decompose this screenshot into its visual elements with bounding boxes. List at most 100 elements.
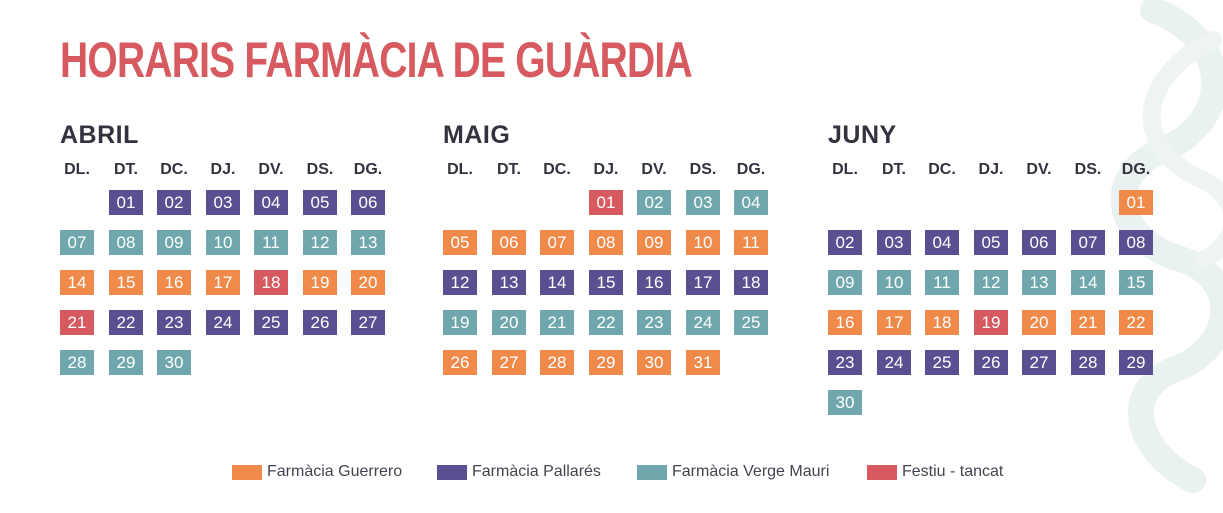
weekday-header: DS. xyxy=(1074,161,1102,178)
day-cell: 10 xyxy=(686,230,720,255)
weekday-header: DL. xyxy=(832,161,858,178)
day-cell: 05 xyxy=(443,230,477,255)
day-cell: 14 xyxy=(540,270,574,295)
day-cell: 22 xyxy=(589,310,623,335)
day-cell: 04 xyxy=(254,190,288,215)
day-cell: 28 xyxy=(60,350,94,375)
weekday-header: DL. xyxy=(64,161,90,178)
legend-swatch xyxy=(637,465,667,480)
day-cell: 13 xyxy=(492,270,526,295)
day-cell: 13 xyxy=(351,230,385,255)
day-cell: 12 xyxy=(303,230,337,255)
legend-swatch xyxy=(437,465,467,480)
weekday-header: DT. xyxy=(114,161,138,178)
day-cell: 30 xyxy=(157,350,191,375)
day-cell: 27 xyxy=(492,350,526,375)
day-cell: 23 xyxy=(157,310,191,335)
month-title: MAIG xyxy=(443,121,511,149)
day-cell: 26 xyxy=(443,350,477,375)
day-cell: 07 xyxy=(60,230,94,255)
day-cell: 24 xyxy=(686,310,720,335)
day-cell: 28 xyxy=(1071,350,1105,375)
day-cell: 23 xyxy=(828,350,862,375)
day-cell: 18 xyxy=(734,270,768,295)
day-cell: 19 xyxy=(303,270,337,295)
weekday-header: DV. xyxy=(641,161,667,178)
day-cell: 14 xyxy=(1071,270,1105,295)
day-cell: 29 xyxy=(1119,350,1153,375)
day-cell: 05 xyxy=(303,190,337,215)
day-cell: 21 xyxy=(1071,310,1105,335)
day-cell: 10 xyxy=(877,270,911,295)
day-cell: 27 xyxy=(351,310,385,335)
weekday-header: DJ. xyxy=(210,161,236,178)
weekday-header: DV. xyxy=(1026,161,1052,178)
day-cell: 07 xyxy=(540,230,574,255)
day-cell: 09 xyxy=(828,270,862,295)
day-cell: 03 xyxy=(877,230,911,255)
day-cell: 16 xyxy=(828,310,862,335)
day-cell: 22 xyxy=(1119,310,1153,335)
weekday-header: DT. xyxy=(497,161,521,178)
day-cell: 05 xyxy=(974,230,1008,255)
day-cell: 20 xyxy=(351,270,385,295)
day-cell: 15 xyxy=(589,270,623,295)
day-cell: 15 xyxy=(1119,270,1153,295)
day-cell: 01 xyxy=(589,190,623,215)
day-cell: 11 xyxy=(925,270,959,295)
weekday-header: DC. xyxy=(160,161,188,178)
day-cell: 28 xyxy=(540,350,574,375)
day-cell: 17 xyxy=(877,310,911,335)
legend-swatch xyxy=(867,465,897,480)
weekday-header: DJ. xyxy=(978,161,1004,178)
day-cell: 19 xyxy=(974,310,1008,335)
day-cell: 30 xyxy=(828,390,862,415)
day-cell: 21 xyxy=(540,310,574,335)
caduceus-watermark xyxy=(1110,0,1223,493)
day-cell: 25 xyxy=(254,310,288,335)
day-cell: 13 xyxy=(1022,270,1056,295)
weekday-header: DC. xyxy=(543,161,571,178)
day-cell: 08 xyxy=(109,230,143,255)
day-cell: 06 xyxy=(1022,230,1056,255)
day-cell: 01 xyxy=(1119,190,1153,215)
day-cell: 19 xyxy=(443,310,477,335)
day-cell: 20 xyxy=(492,310,526,335)
day-cell: 16 xyxy=(637,270,671,295)
day-cell: 24 xyxy=(877,350,911,375)
day-cell: 31 xyxy=(686,350,720,375)
page-title: HORARIS FARMÀCIA DE GUÀRDIA xyxy=(60,32,693,88)
day-cell: 22 xyxy=(109,310,143,335)
day-cell: 20 xyxy=(1022,310,1056,335)
day-cell: 14 xyxy=(60,270,94,295)
day-cell: 03 xyxy=(686,190,720,215)
legend-label: Farmàcia Guerrero xyxy=(267,463,403,480)
day-cell: 29 xyxy=(589,350,623,375)
day-cell: 10 xyxy=(206,230,240,255)
day-cell: 27 xyxy=(1022,350,1056,375)
day-cell: 17 xyxy=(206,270,240,295)
weekday-header: DS. xyxy=(689,161,717,178)
day-cell: 07 xyxy=(1071,230,1105,255)
day-cell: 01 xyxy=(109,190,143,215)
day-cell: 18 xyxy=(925,310,959,335)
day-cell: 09 xyxy=(157,230,191,255)
day-cell: 16 xyxy=(157,270,191,295)
day-cell: 04 xyxy=(925,230,959,255)
day-cell: 25 xyxy=(925,350,959,375)
day-cell: 04 xyxy=(734,190,768,215)
month-title: ABRIL xyxy=(60,121,139,149)
day-cell: 03 xyxy=(206,190,240,215)
day-cell: 24 xyxy=(206,310,240,335)
day-cell: 02 xyxy=(157,190,191,215)
day-cell: 18 xyxy=(254,270,288,295)
day-cell: 11 xyxy=(254,230,288,255)
legend-label: Festiu - tancat xyxy=(902,463,1004,480)
day-cell: 12 xyxy=(443,270,477,295)
day-cell: 08 xyxy=(589,230,623,255)
day-cell: 26 xyxy=(303,310,337,335)
day-cell: 11 xyxy=(734,230,768,255)
day-cell: 29 xyxy=(109,350,143,375)
day-cell: 09 xyxy=(637,230,671,255)
legend-label: Farmàcia Pallarés xyxy=(472,463,601,480)
